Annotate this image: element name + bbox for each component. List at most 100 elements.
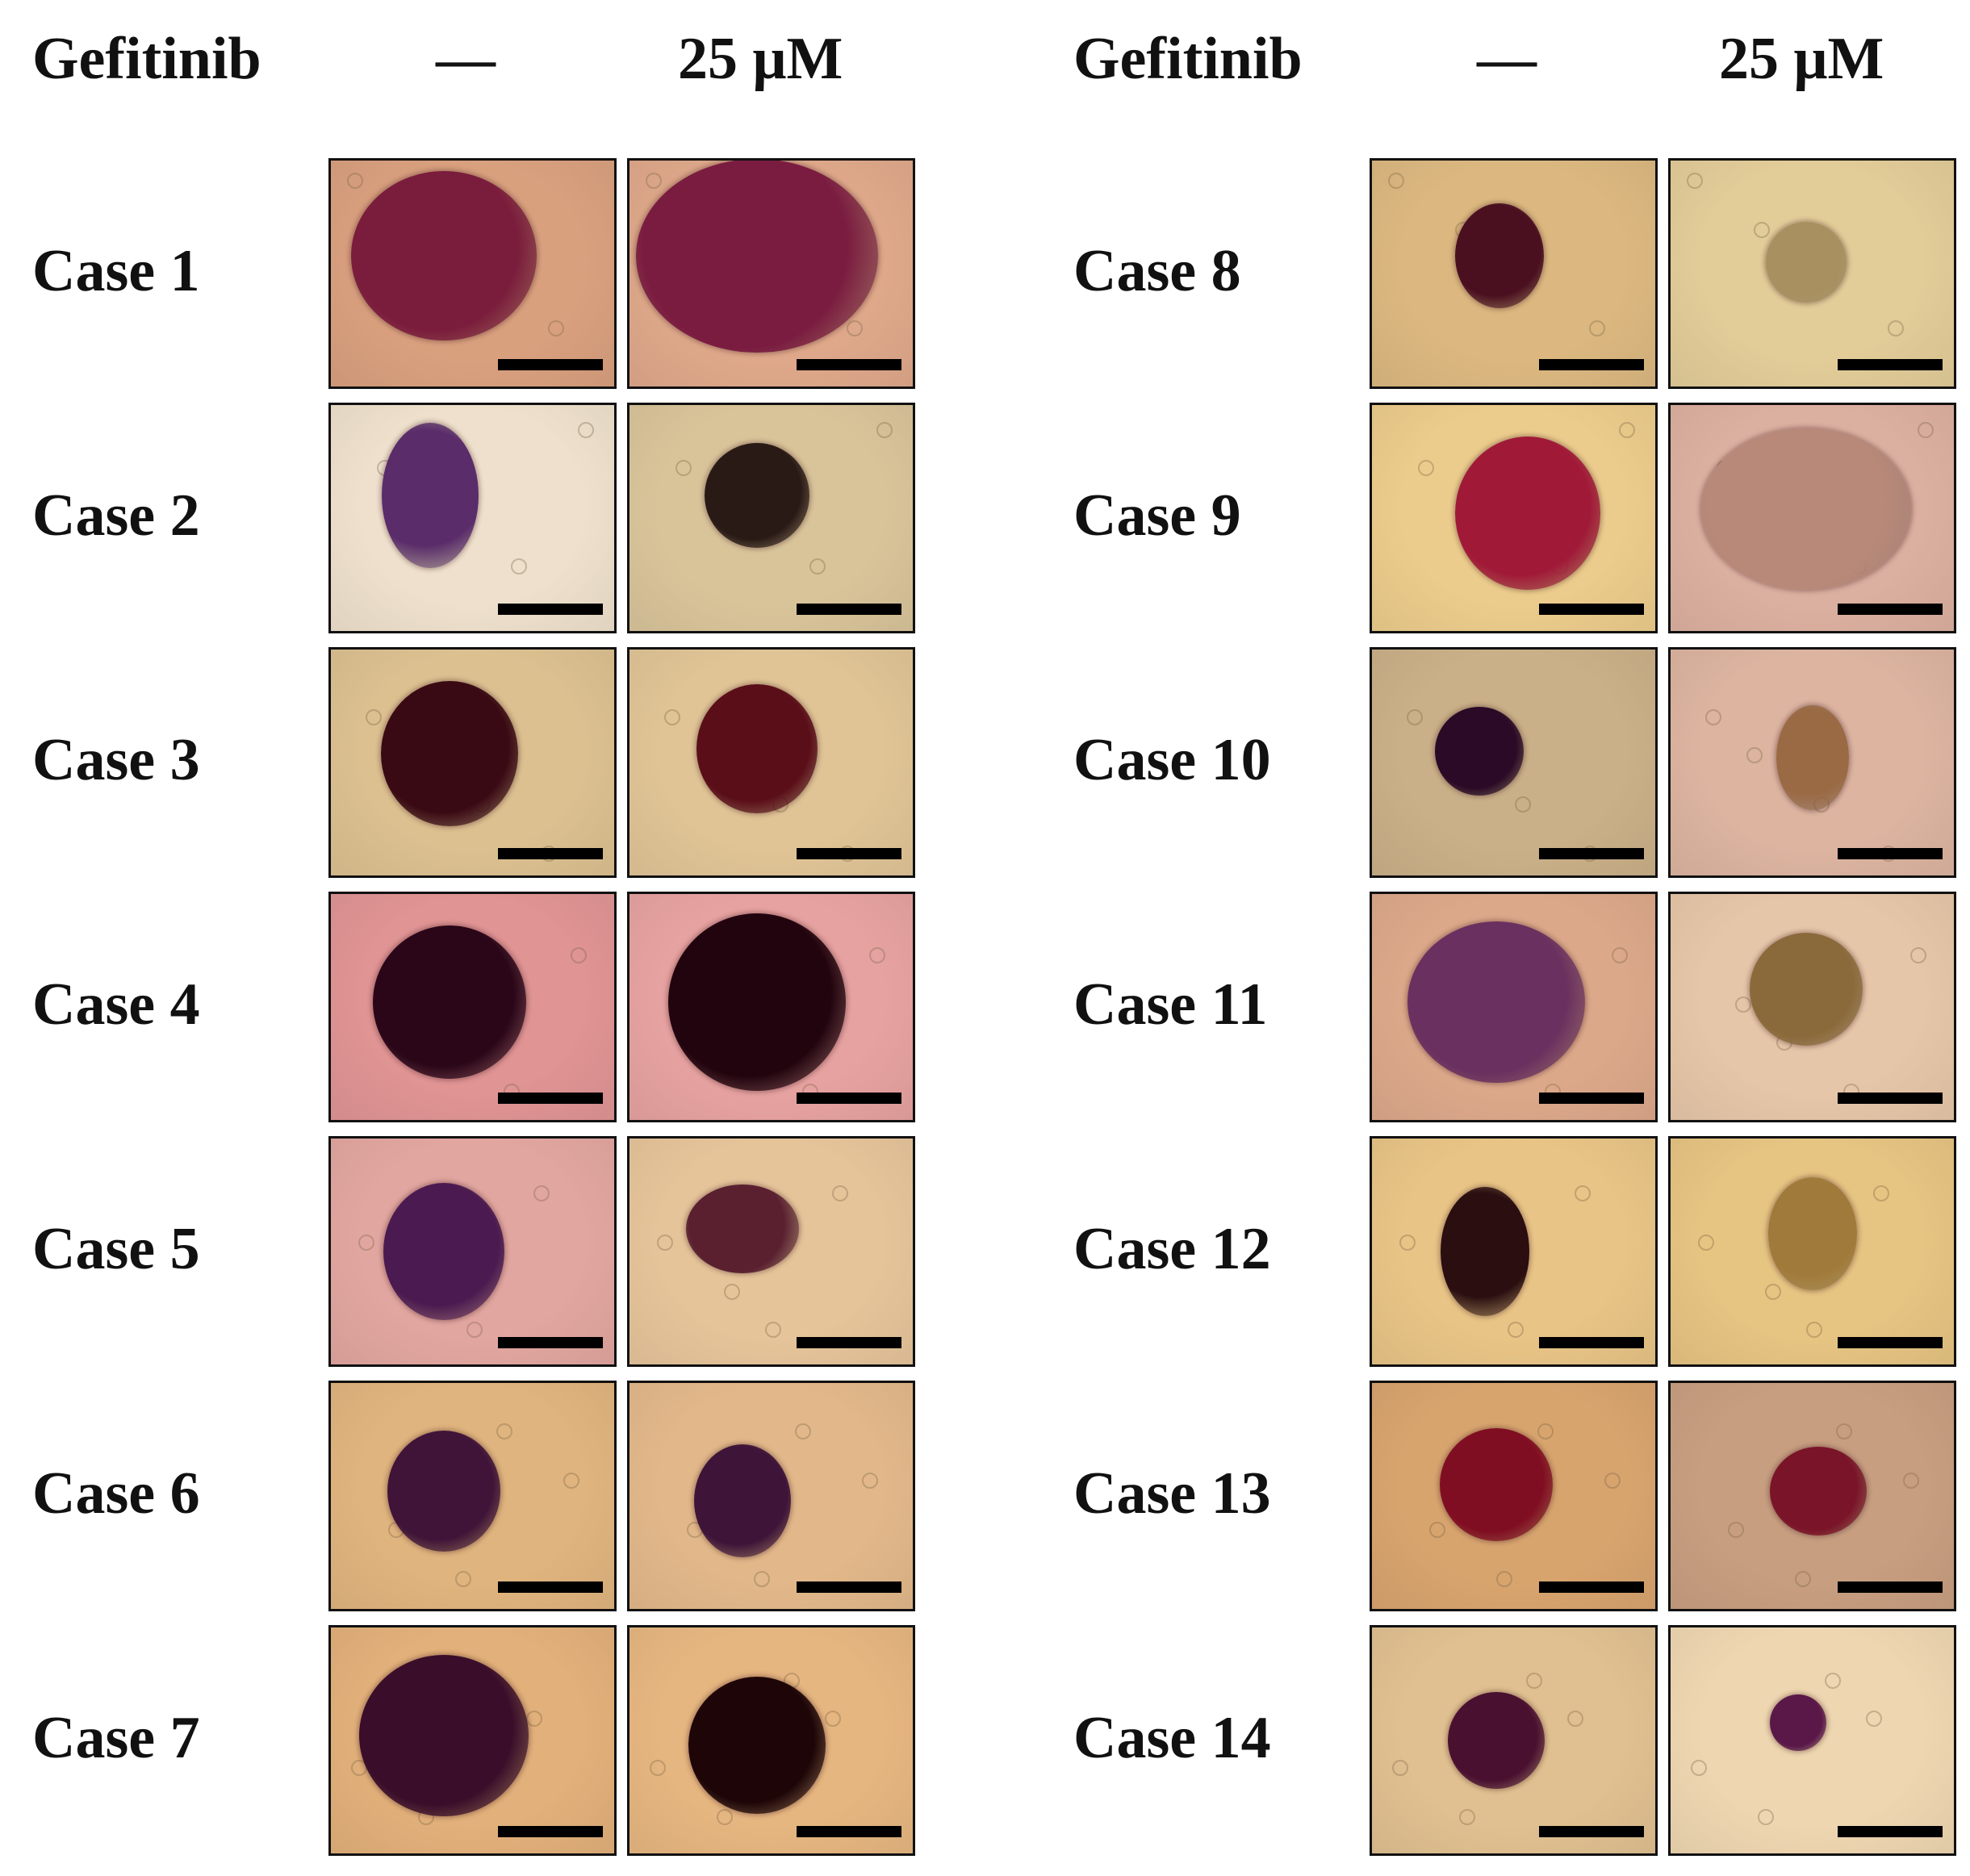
spheroid	[696, 684, 818, 814]
debris-speck	[1508, 1322, 1524, 1338]
spheroid	[667, 913, 846, 1092]
debris-speck	[1567, 1711, 1583, 1727]
spheroid	[1441, 1187, 1530, 1316]
spheroid	[1440, 1428, 1554, 1541]
scale-bar	[1838, 1337, 1943, 1348]
debris-speck	[809, 558, 826, 574]
spheroid	[1448, 1692, 1545, 1789]
debris-speck	[1825, 1673, 1841, 1689]
case-label: Case 3	[32, 727, 200, 793]
debris-speck	[548, 320, 564, 336]
spheroid	[381, 680, 519, 826]
debris-speck	[795, 1423, 811, 1439]
case-label: Case 13	[1073, 1460, 1271, 1527]
micrograph-control	[1370, 403, 1658, 633]
debris-speck	[1604, 1473, 1621, 1489]
micrograph-background	[1671, 650, 1954, 875]
scale-bar	[1838, 1093, 1943, 1104]
debris-speck	[1806, 1322, 1822, 1338]
header-control: —	[436, 26, 496, 92]
debris-speck	[1866, 1711, 1882, 1727]
debris-speck	[1388, 173, 1404, 189]
case-label: Case 11	[1073, 971, 1268, 1038]
debris-speck	[832, 1185, 848, 1201]
debris-speck	[1418, 460, 1434, 476]
debris-speck	[876, 422, 893, 438]
debris-speck	[862, 1473, 878, 1489]
case-row: Case 12	[1041, 1136, 1970, 1372]
debris-speck	[765, 1322, 781, 1338]
debris-speck	[1765, 1284, 1781, 1300]
header-gefitinib: Gefitinib	[32, 26, 261, 92]
debris-speck	[717, 1809, 733, 1825]
case-label: Case 2	[32, 483, 200, 549]
micrograph-gefitinib	[1668, 892, 1956, 1122]
micrograph-gefitinib	[1668, 1381, 1956, 1611]
scale-bar	[797, 848, 901, 859]
debris-speck	[1903, 1473, 1919, 1489]
debris-speck	[1758, 1809, 1774, 1825]
scale-bar	[498, 848, 603, 859]
micrograph-control	[328, 892, 617, 1122]
left-panel: Gefitinib — 25 μM Case 1 Case 2 Case 3 Case…	[0, 0, 968, 1876]
spheroid	[359, 1655, 529, 1817]
header-control: —	[1477, 26, 1537, 92]
scale-bar	[797, 1337, 901, 1348]
micrograph-control	[1370, 892, 1658, 1122]
spheroid	[383, 1183, 505, 1320]
case-label: Case 14	[1073, 1705, 1271, 1771]
spheroid	[688, 1676, 826, 1814]
debris-speck	[1795, 1571, 1811, 1587]
debris-speck	[1910, 947, 1926, 963]
case-row: Case 8	[1041, 158, 1970, 394]
debris-speck	[1873, 1185, 1889, 1201]
case-label: Case 6	[32, 1460, 200, 1527]
micrograph-background	[1372, 1627, 1655, 1853]
micrograph-background	[1372, 650, 1655, 875]
debris-speck	[1407, 709, 1423, 725]
case-label: Case 12	[1073, 1216, 1271, 1282]
debris-speck	[1515, 796, 1531, 813]
debris-speck	[533, 1185, 550, 1201]
case-label: Case 10	[1073, 727, 1271, 793]
spheroid	[694, 1444, 792, 1557]
spheroid	[1435, 707, 1525, 796]
spheroid	[351, 170, 537, 341]
micrograph-background	[1372, 1383, 1655, 1609]
debris-speck	[1619, 422, 1635, 438]
header-gefitinib: Gefitinib	[1073, 26, 1303, 92]
debris-speck	[511, 558, 527, 574]
micrograph-control	[328, 1625, 617, 1856]
micrograph-gefitinib	[1668, 1136, 1956, 1367]
micrograph-control	[328, 647, 617, 878]
case-label: Case 1	[32, 238, 200, 304]
header-dose: 25 μM	[1719, 26, 1884, 92]
case-row: Case 10	[1041, 647, 1970, 883]
debris-speck	[1754, 222, 1770, 238]
spheroid	[1769, 1447, 1867, 1536]
micrograph-control	[328, 1381, 617, 1611]
case-label: Case 7	[32, 1705, 200, 1771]
scale-bar	[797, 1093, 901, 1104]
scale-bar	[1838, 848, 1943, 859]
scale-bar	[797, 604, 901, 615]
debris-speck	[1496, 1571, 1512, 1587]
debris-speck	[1691, 1760, 1707, 1776]
micrograph-gefitinib	[1668, 158, 1956, 389]
debris-speck	[1392, 1760, 1408, 1776]
debris-speck	[664, 709, 680, 725]
right-panel: Gefitinib — 25 μM Case 8 Case 9 Case 10 Cas…	[1041, 0, 1970, 1876]
micrograph-control	[1370, 647, 1658, 878]
debris-speck	[466, 1322, 483, 1338]
debris-speck	[1459, 1809, 1475, 1825]
debris-speck	[825, 1711, 841, 1727]
debris-speck	[869, 947, 885, 963]
spheroid	[1455, 437, 1601, 591]
spheroid	[1776, 705, 1849, 811]
debris-speck	[455, 1571, 471, 1587]
scale-bar	[797, 1826, 901, 1837]
debris-speck	[1698, 1235, 1714, 1251]
case-label: Case 5	[32, 1216, 200, 1282]
debris-speck	[366, 709, 382, 725]
debris-speck	[1575, 1185, 1591, 1201]
